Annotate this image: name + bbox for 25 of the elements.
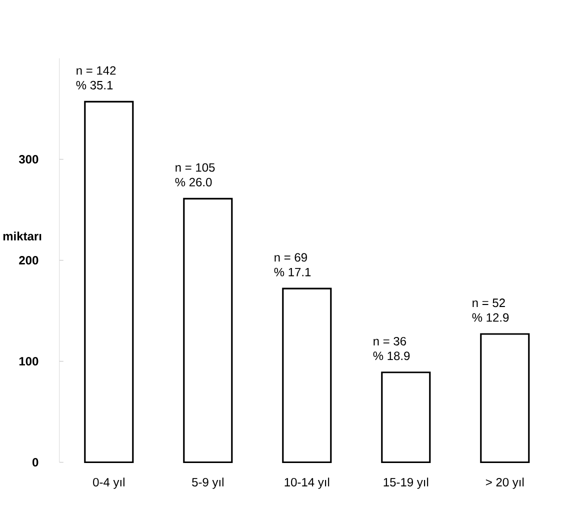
annotation: % 35.1 bbox=[76, 80, 113, 90]
x-tick-label: 10-14 yıl bbox=[284, 478, 330, 489]
bar bbox=[480, 333, 530, 464]
annotation: n = 69 bbox=[274, 253, 307, 262]
annotation: % 17.1 bbox=[274, 268, 311, 276]
y-axis-title: miktarı bbox=[3, 232, 42, 240]
bar bbox=[381, 372, 431, 464]
bar bbox=[84, 100, 134, 464]
annotation: % 18.9 bbox=[373, 352, 410, 360]
y-tick-label: 0 bbox=[32, 458, 38, 467]
y-tick-label: 200 bbox=[19, 256, 38, 265]
bar bbox=[183, 198, 233, 464]
y-tick-label: 100 bbox=[19, 357, 38, 366]
annotation: n = 36 bbox=[374, 336, 406, 346]
x-tick-label: 0-4 yıl bbox=[93, 478, 124, 489]
x-tick-label: > 20 yıl bbox=[486, 478, 524, 489]
bar bbox=[282, 288, 332, 464]
y-tick-label: 300 bbox=[18, 155, 38, 164]
annotation: % 12.9 bbox=[472, 313, 509, 322]
x-tick-label: 5-9 yıl bbox=[192, 478, 224, 489]
annotation: n = 52 bbox=[472, 298, 505, 308]
annotation: n = 142 bbox=[76, 66, 116, 75]
annotation: % 26.0 bbox=[175, 178, 212, 186]
x-tick-label: 15-19 yıl bbox=[384, 478, 428, 489]
annotation: n = 105 bbox=[176, 163, 215, 172]
